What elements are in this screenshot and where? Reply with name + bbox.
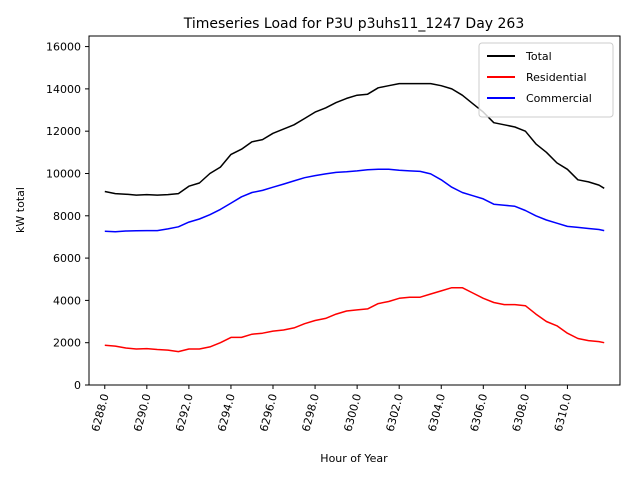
legend-label-residential: Residential (526, 71, 587, 84)
y-tick-label: 4000 (53, 294, 81, 307)
y-tick-label: 8000 (53, 210, 81, 223)
plot-frame (88, 35, 621, 386)
y-tick-label: 10000 (46, 167, 81, 180)
y-tick-label: 14000 (46, 83, 81, 96)
legend-label-total: Total (525, 50, 552, 63)
x-axis-label: Hour of Year (320, 452, 388, 465)
y-tick-label: 16000 (46, 41, 81, 54)
y-tick-label: 2000 (53, 337, 81, 350)
y-axis-label: kW total (14, 187, 27, 233)
legend-label-commercial: Commercial (526, 92, 592, 105)
series-line-residential (104, 286, 605, 353)
series-line-total (104, 82, 605, 196)
series-layer (104, 82, 605, 353)
y-tick-label: 6000 (53, 252, 81, 265)
legend: Total Residential Commercial (478, 42, 614, 118)
y-axis: 0 2000 4000 6000 8000 10000 12000 14000 16000 (46, 41, 89, 392)
series-line-commercial (104, 168, 605, 233)
y-tick-label: 0 (74, 379, 81, 392)
y-tick-label: 12000 (46, 125, 81, 138)
chart-title: Timeseries Load for P3U p3uhs11_1247 Day… (183, 16, 525, 32)
plot-area (88, 35, 621, 386)
